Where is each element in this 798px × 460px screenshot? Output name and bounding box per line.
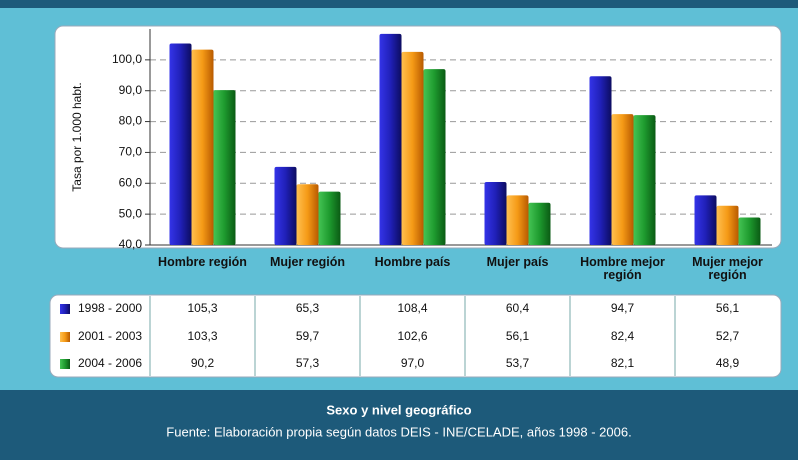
table-value: 56,1 bbox=[506, 329, 530, 343]
bar bbox=[318, 191, 341, 245]
footer-band bbox=[0, 390, 798, 460]
x-tick-label: Hombre región bbox=[158, 255, 247, 269]
legend-swatch bbox=[60, 332, 70, 342]
bar bbox=[484, 182, 507, 245]
bar bbox=[274, 166, 297, 245]
y-tick-label: 40,0 bbox=[119, 237, 143, 251]
table-value: 97,0 bbox=[401, 356, 425, 370]
top-band bbox=[0, 0, 798, 8]
bar bbox=[296, 184, 319, 245]
bar bbox=[401, 51, 424, 245]
table-value: 59,7 bbox=[296, 329, 320, 343]
x-tick-label: Hombre mejor región bbox=[580, 255, 665, 282]
table-value: 94,7 bbox=[611, 301, 635, 315]
y-tick-label: 90,0 bbox=[119, 83, 143, 97]
bar bbox=[213, 90, 236, 246]
table-value: 48,9 bbox=[716, 356, 740, 370]
table-value: 108,4 bbox=[397, 301, 427, 315]
bar bbox=[191, 49, 214, 245]
bar bbox=[633, 115, 656, 245]
x-tick-label: Mujer región bbox=[269, 255, 345, 269]
y-tick-label: 80,0 bbox=[119, 114, 143, 128]
bar bbox=[589, 76, 612, 245]
bar bbox=[716, 205, 739, 245]
legend-swatch bbox=[60, 304, 70, 314]
table-value: 82,1 bbox=[611, 356, 635, 370]
table-value: 82,4 bbox=[611, 329, 635, 343]
table-value: 105,3 bbox=[187, 301, 217, 315]
legend-label: 2004 - 2006 bbox=[78, 356, 142, 370]
bar bbox=[528, 202, 551, 245]
y-tick-label: 70,0 bbox=[119, 145, 143, 159]
x-tick-label: Mujer mejor región bbox=[692, 255, 763, 282]
legend-swatch bbox=[60, 359, 70, 369]
legend-label: 2001 - 2003 bbox=[78, 329, 142, 343]
table-value: 90,2 bbox=[191, 356, 215, 370]
table-value: 102,6 bbox=[397, 329, 427, 343]
table-value: 60,4 bbox=[506, 301, 530, 315]
table-panel bbox=[49, 294, 782, 378]
footer-title: Sexo y nivel geográfico bbox=[326, 402, 471, 417]
bar bbox=[379, 33, 402, 246]
footer-source: Fuente: Elaboración propia según datos D… bbox=[166, 424, 631, 439]
table-value: 53,7 bbox=[506, 356, 530, 370]
table-value: 65,3 bbox=[296, 301, 320, 315]
y-tick-label: 100,0 bbox=[112, 52, 142, 66]
bar bbox=[611, 114, 634, 245]
y-axis-title: Tasa por 1.000 habt. bbox=[70, 82, 84, 191]
bar bbox=[694, 195, 717, 245]
table-value: 57,3 bbox=[296, 356, 320, 370]
y-tick-label: 50,0 bbox=[119, 206, 143, 220]
bar bbox=[423, 69, 446, 245]
legend-label: 1998 - 2000 bbox=[78, 301, 142, 315]
table-value: 56,1 bbox=[716, 301, 740, 315]
table-value: 52,7 bbox=[716, 329, 740, 343]
bar bbox=[738, 217, 761, 245]
y-tick-label: 60,0 bbox=[119, 175, 143, 189]
x-tick-label: Mujer país bbox=[486, 255, 549, 269]
bar bbox=[169, 43, 192, 246]
x-tick-label: Hombre país bbox=[374, 255, 451, 269]
table-value: 103,3 bbox=[187, 329, 217, 343]
bar bbox=[506, 195, 529, 245]
